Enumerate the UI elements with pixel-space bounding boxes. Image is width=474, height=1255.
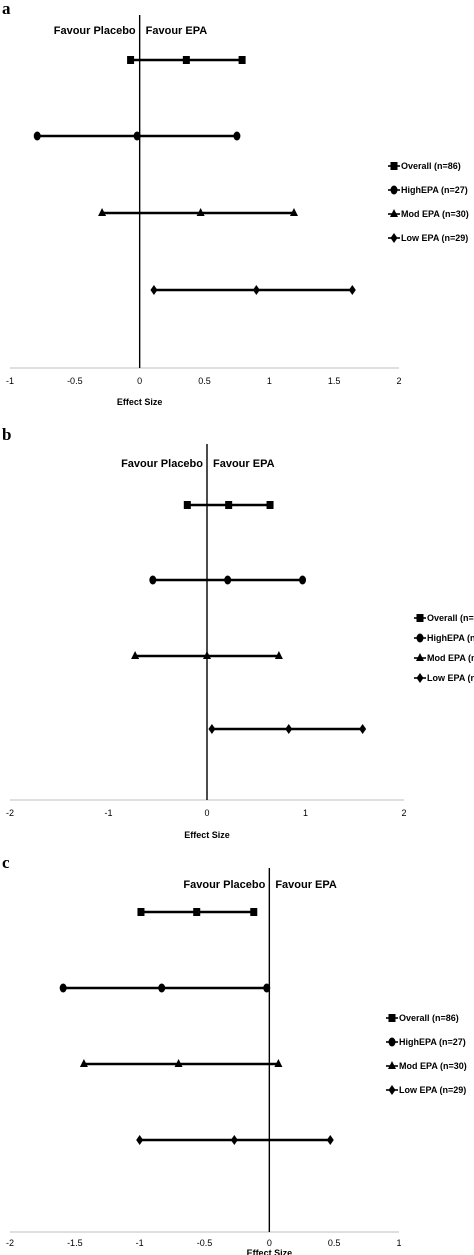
legend-label: Mod EPA (n=30) [401, 209, 469, 219]
x-tick-label: 0 [267, 1238, 272, 1248]
legend-label: Low EPA (n=29) [399, 1085, 466, 1095]
legend-label: Overall (n=86) [399, 1013, 459, 1023]
forest-panel-a: a -1 -0.5 0 0.5 1 1.5 2 Effect Size Favour Placeb… [2, 0, 469, 407]
ci-upper-marker [274, 1059, 283, 1067]
x-tick-label: -0.5 [67, 376, 83, 386]
point-estimate-marker [196, 208, 205, 216]
point-estimate-marker [230, 1135, 238, 1145]
x-tick-label: -1 [6, 376, 14, 386]
ci-upper-marker [348, 285, 356, 295]
x-tick-label: 0.5 [198, 376, 211, 386]
x-tick-label: -1 [104, 808, 112, 818]
legend-marker [388, 1037, 396, 1047]
point-estimate-marker [285, 724, 293, 734]
x-tick-label: 0.5 [328, 1238, 341, 1248]
favour-placebo-label: Favour Placebo [183, 879, 265, 891]
ci-lower-marker [150, 285, 158, 295]
point-estimate-marker [158, 983, 166, 993]
legend-label: Overall (n=86) [401, 161, 461, 171]
ci-upper-marker [266, 501, 274, 509]
x-tick-label: -2 [6, 808, 14, 818]
legend-marker [416, 673, 424, 683]
x-tick-label: -1 [136, 1238, 144, 1248]
x-tick-label: 1 [396, 1238, 401, 1248]
point-estimate-marker [133, 131, 141, 141]
x-tick-label: -1.5 [67, 1238, 83, 1248]
legend-label: Low EPA (n=29) [427, 673, 474, 683]
legend-marker [416, 653, 424, 661]
panel-label: a [2, 0, 11, 18]
ci-lower-marker [208, 724, 216, 734]
favour-epa-label: Favour EPA [275, 879, 337, 891]
panel-label: c [2, 853, 10, 872]
ci-lower-marker [59, 983, 67, 993]
ci-upper-marker [238, 56, 246, 64]
legend-marker [416, 614, 424, 622]
ci-lower-marker [98, 208, 107, 216]
ci-lower-marker [183, 501, 191, 509]
legend-label: Low EPA (n=29) [401, 233, 468, 243]
favour-epa-label: Favour EPA [213, 458, 275, 470]
point-estimate-marker [174, 1059, 183, 1067]
favour-placebo-label: Favour Placebo [121, 458, 203, 470]
legend-label: HighEPA (n=27) [401, 185, 468, 195]
forest-panel-c: c -2 -1.5 -1 -0.5 0 0.5 1 Effect Size Favour Plac… [2, 853, 467, 1255]
point-estimate-marker [182, 56, 190, 64]
legend-marker [390, 233, 398, 243]
ci-upper-marker [274, 651, 283, 659]
ci-upper-marker [250, 908, 258, 916]
ci-upper-marker [326, 1135, 334, 1145]
ci-lower-marker [131, 651, 140, 659]
ci-upper-marker [233, 131, 241, 141]
legend-label: HighEPA (n=27) [399, 1037, 466, 1047]
x-tick-label: 0 [137, 376, 142, 386]
legend-label: Mod EPA (n=30) [427, 653, 474, 663]
legend-label: HighEPA (n=27) [427, 633, 474, 643]
point-estimate-marker [224, 575, 232, 585]
x-tick-label: 2 [401, 808, 406, 818]
point-estimate-marker [203, 651, 211, 659]
ci-upper-marker [299, 575, 307, 585]
point-estimate-marker [225, 501, 233, 509]
ci-upper-marker [289, 208, 298, 216]
ci-lower-marker [79, 1059, 88, 1067]
legend-marker [390, 162, 398, 170]
x-axis-title: Effect Size [247, 1248, 293, 1255]
x-tick-label: 1.5 [328, 376, 341, 386]
legend-marker [388, 1085, 396, 1095]
favour-placebo-label: Favour Placebo [54, 25, 136, 37]
ci-lower-marker [149, 575, 157, 585]
ci-upper-marker [263, 983, 271, 993]
ci-lower-marker [33, 131, 41, 141]
legend-label: Overall (n=86) [427, 613, 474, 623]
legend-label: Mod EPA (n=30) [399, 1061, 467, 1071]
favour-epa-label: Favour EPA [146, 25, 208, 37]
x-tick-label: 2 [396, 376, 401, 386]
x-tick-label: -2 [6, 1238, 14, 1248]
x-axis-title: Effect Size [184, 830, 230, 840]
x-tick-label: 1 [267, 376, 272, 386]
x-axis-title: Effect Size [117, 397, 163, 407]
point-estimate-marker [252, 285, 260, 295]
point-estimate-marker [193, 908, 201, 916]
legend-marker [416, 633, 424, 643]
legend-marker [388, 1014, 396, 1022]
ci-lower-marker [137, 908, 145, 916]
legend-marker [390, 209, 398, 217]
x-tick-label: -0.5 [197, 1238, 213, 1248]
legend-marker [388, 1061, 396, 1069]
ci-upper-marker [359, 724, 367, 734]
ci-lower-marker [136, 1135, 144, 1145]
ci-lower-marker [127, 56, 135, 64]
x-tick-label: 1 [303, 808, 308, 818]
x-tick-label: 0 [204, 808, 209, 818]
forest-panel-b: b -2 -1 0 1 2 Effect Size Favour Placebo Favour … [2, 425, 474, 840]
panel-label: b [2, 425, 11, 444]
legend-marker [390, 185, 398, 195]
